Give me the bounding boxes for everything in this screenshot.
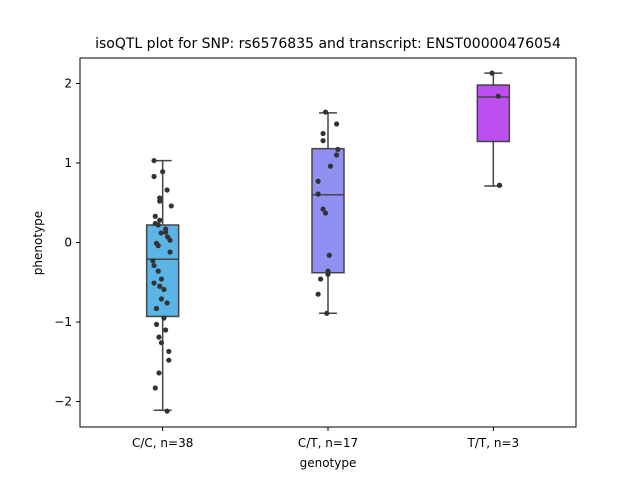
data-point [158,230,164,236]
data-point [157,217,163,223]
box-group [311,109,345,316]
data-point [320,138,326,144]
data-point [315,191,321,197]
data-point [489,70,495,76]
data-point [155,222,161,228]
box-group [145,157,180,414]
data-point [155,243,161,249]
box-iqr [476,84,511,143]
x-axis-label: genotype [300,456,357,470]
data-point [320,130,326,137]
box-iqr [311,147,345,274]
data-point [153,321,160,328]
chart-title: isoQTL plot for SNP: rs6576835 and trans… [95,36,561,52]
data-point [166,348,172,355]
data-point [158,276,165,282]
data-point [334,121,340,127]
y-axis: −2 −1 0 1 2 [54,76,80,409]
data-point [320,206,326,212]
data-point [326,252,332,258]
box-group [476,70,511,188]
data-point [151,280,157,286]
data-point [157,283,163,289]
data-point [496,182,503,188]
data-point [334,152,340,158]
data-point [156,370,162,376]
data-point [318,276,324,282]
data-point [164,187,170,193]
data-point [158,296,165,302]
data-point [315,291,321,297]
data-point [157,198,163,204]
data-point [164,408,170,414]
data-point [495,93,501,99]
data-point [152,385,158,391]
y-tick-label: 0 [64,236,72,250]
x-tick-label: T/T, n=3 [467,436,520,450]
y-tick-label: −2 [54,395,72,409]
data-point [163,229,169,235]
data-point [164,300,170,306]
data-point [161,315,167,321]
data-point [161,286,167,293]
data-point [327,163,334,169]
data-point [150,258,156,264]
data-point [151,262,157,269]
data-point [324,310,330,316]
x-axis: C/C, n=38 C/T, n=17 T/T, n=3 [132,427,519,450]
data-point [168,203,174,209]
data-point [322,109,329,115]
plot-area [145,70,511,414]
data-point [153,305,160,312]
data-point [151,173,157,180]
data-point [315,178,321,184]
y-tick-label: 1 [64,156,72,170]
data-point [166,357,172,363]
x-tick-label: C/C, n=38 [132,436,193,450]
y-tick-label: −1 [54,315,72,329]
data-point [151,157,157,164]
data-point [335,146,341,153]
data-point [163,327,169,333]
box-iqr [145,224,180,318]
data-point [156,334,162,340]
data-point [158,340,165,346]
data-point [160,169,166,175]
data-point [322,210,329,216]
y-axis-label: phenotype [31,211,45,275]
data-point [167,237,173,243]
x-tick-label: C/T, n=17 [298,436,358,450]
data-point [155,268,161,274]
y-tick-label: 2 [64,76,72,90]
data-point [167,249,173,255]
data-point [325,271,331,277]
data-point [152,213,158,219]
